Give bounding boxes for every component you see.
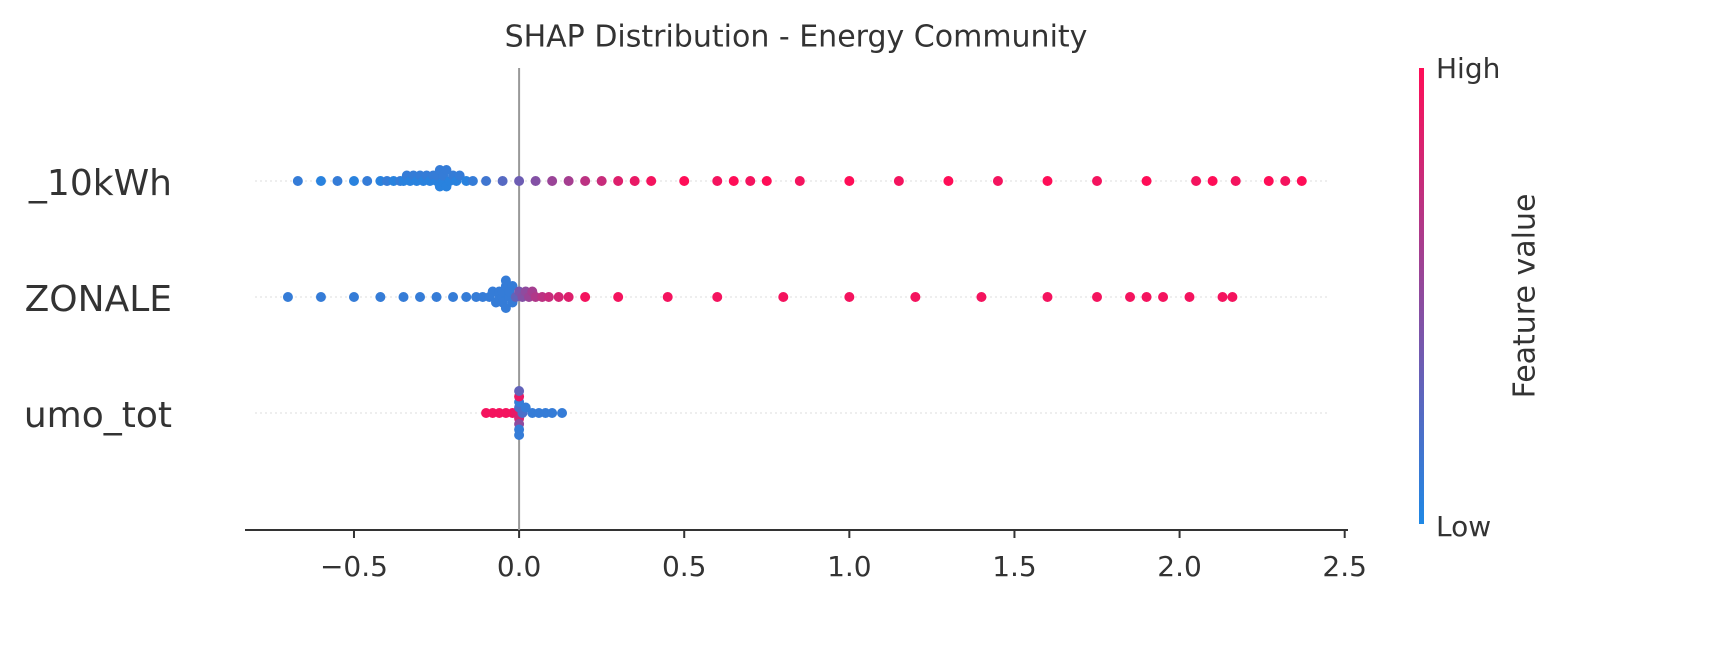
- shap-point: [415, 292, 426, 302]
- x-tick-label: 0.5: [662, 550, 707, 583]
- shap-point: [679, 176, 690, 186]
- shap-point: [992, 176, 1003, 186]
- shap-point: [514, 386, 525, 396]
- shap-point: [712, 176, 723, 186]
- shap-point: [282, 292, 293, 302]
- shap-point: [778, 292, 789, 302]
- shap-point: [520, 402, 531, 413]
- shap-point: [580, 292, 591, 302]
- colorbar-high: High: [1436, 52, 1500, 85]
- shap-point: [1141, 176, 1152, 186]
- shap-point: [362, 176, 373, 186]
- feature-label: ZONALE: [25, 279, 172, 320]
- shap-point: [530, 176, 541, 186]
- shap-point: [1191, 176, 1202, 186]
- shap-point: [547, 176, 558, 186]
- shap-point: [1263, 176, 1274, 186]
- shap-point: [557, 408, 568, 418]
- shap-point: [547, 408, 558, 418]
- feature-label: _10kWh: [28, 163, 172, 204]
- shap-point: [553, 292, 564, 302]
- shap-point: [348, 176, 359, 186]
- shap-point: [745, 176, 756, 186]
- shap-point: [1141, 292, 1152, 302]
- shap-point: [1227, 292, 1238, 302]
- x-tick-label: 2.0: [1157, 550, 1202, 583]
- shap-point: [943, 176, 954, 186]
- shap-point: [893, 176, 904, 186]
- shap-point: [1217, 292, 1228, 302]
- shap-point: [1207, 176, 1218, 186]
- shap-point: [315, 292, 326, 302]
- shap-point: [315, 176, 326, 186]
- shap-point: [500, 275, 511, 286]
- shap-point: [629, 176, 640, 186]
- shap-point: [596, 176, 607, 186]
- x-tick-label: −0.5: [320, 550, 388, 583]
- shap-point: [507, 281, 518, 291]
- shap-point: [461, 292, 472, 302]
- shap-point: [1042, 176, 1053, 186]
- shap-point: [292, 176, 303, 186]
- shap-point: [728, 176, 739, 186]
- feature-label: umo_tot: [24, 395, 172, 436]
- shap-point: [500, 303, 511, 313]
- shap-point: [1042, 292, 1053, 302]
- shap-point: [481, 176, 492, 186]
- x-tick-label: 0.0: [497, 550, 542, 583]
- shap-point: [844, 292, 855, 302]
- shap-point: [514, 176, 525, 186]
- shap-point: [543, 292, 554, 302]
- shap-point: [712, 292, 723, 302]
- shap-point: [375, 292, 386, 302]
- shap-point: [794, 176, 805, 186]
- shap-point: [613, 292, 624, 302]
- shap-point: [467, 176, 478, 186]
- shap-point: [448, 292, 459, 302]
- shap-point: [1125, 292, 1136, 302]
- shap-point: [348, 292, 359, 302]
- shap-point: [646, 176, 657, 186]
- shap-point: [398, 292, 409, 302]
- shap-point: [662, 292, 673, 302]
- shap-point: [1092, 292, 1103, 302]
- colorbar-label: Feature value: [1508, 194, 1543, 399]
- colorbar-low: Low: [1436, 510, 1491, 543]
- shap-point: [1184, 292, 1195, 302]
- shap-point: [1296, 176, 1307, 186]
- shap-point: [1158, 292, 1169, 302]
- colorbar: [1419, 68, 1424, 524]
- shap-point: [580, 176, 591, 186]
- shap-point: [497, 176, 508, 186]
- shap-point: [613, 176, 624, 186]
- shap-point: [514, 430, 525, 440]
- shap-point: [563, 292, 574, 302]
- x-tick-label: 1.0: [827, 550, 872, 583]
- shap-point: [1230, 176, 1241, 186]
- shap-point: [761, 176, 772, 186]
- shap-point: [431, 292, 442, 302]
- shap-point: [332, 176, 343, 186]
- x-tick-label: 2.5: [1322, 550, 1367, 583]
- shap-point: [1092, 176, 1103, 186]
- shap-point: [563, 176, 574, 186]
- x-tick-label: 1.5: [992, 550, 1037, 583]
- shap-point: [976, 292, 987, 302]
- chart-title: SHAP Distribution - Energy Community: [505, 20, 1088, 55]
- shap-point: [910, 292, 921, 302]
- shap-point: [844, 176, 855, 186]
- shap-point: [441, 165, 452, 175]
- shap-point: [454, 170, 465, 181]
- shap-point: [1280, 176, 1291, 186]
